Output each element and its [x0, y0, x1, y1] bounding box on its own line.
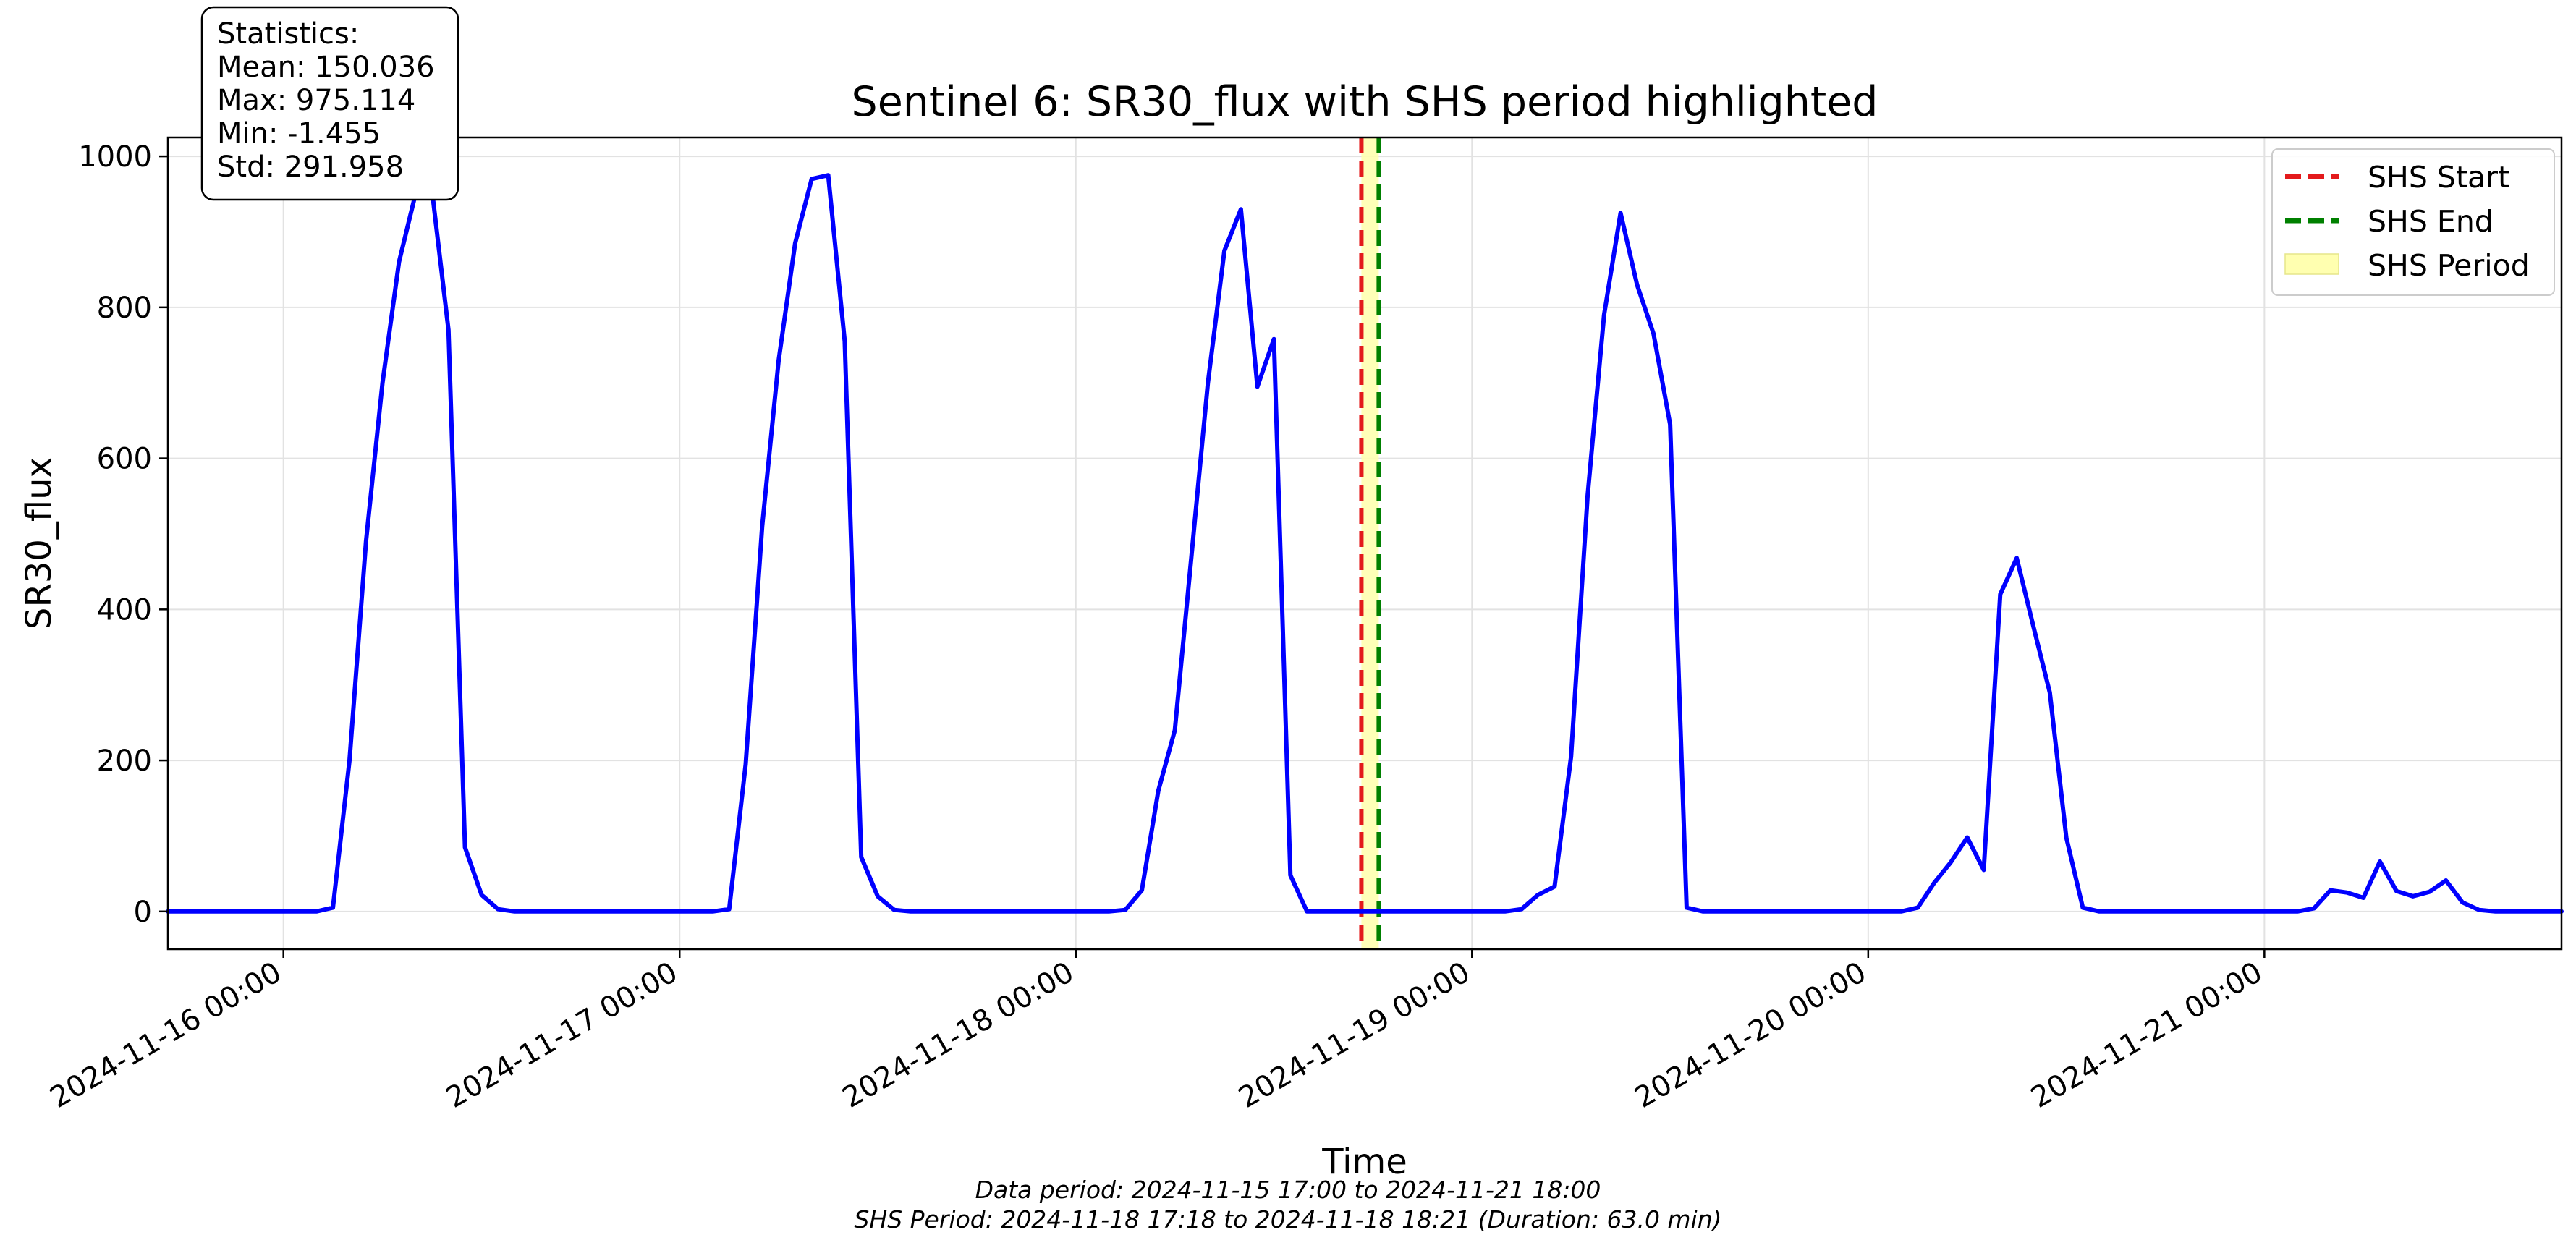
legend-label-shs-period: SHS Period: [2368, 248, 2530, 283]
y-tick-label: 400: [97, 593, 152, 627]
y-tick-label: 0: [134, 896, 152, 929]
y-tick-label: 1000: [78, 140, 152, 174]
y-tick-label: 800: [97, 292, 152, 325]
statistics-mean: Mean: 150.036: [217, 51, 435, 84]
legend-label-shs-end: SHS End: [2368, 204, 2494, 239]
statistics-min: Min: -1.455: [217, 117, 381, 150]
y-axis-ticks: 0 200 400 600 800 1000: [78, 140, 168, 929]
legend: SHS Start SHS End SHS Period: [2271, 148, 2555, 296]
statistics-heading: Statistics:: [217, 17, 359, 51]
footer-data-period: Data period: 2024-11-15 17:00 to 2024-11…: [975, 1176, 1601, 1204]
axes-frame: [166, 136, 2563, 951]
statistics-max: Max: 975.114: [217, 84, 415, 117]
legend-swatch-shs-period: [2284, 253, 2339, 275]
statistics-box-frame: [200, 6, 459, 201]
y-axis-label: SR30_flux: [19, 457, 59, 629]
y-tick-label: 600: [97, 443, 152, 476]
statistics-box: Statistics: Mean: 150.036 Max: 975.114 M…: [200, 6, 459, 201]
series-line-sr30-flux: [166, 173, 2564, 914]
legend-label-shs-start: SHS Start: [2368, 160, 2509, 195]
legend-frame: [2271, 148, 2555, 296]
y-tick-label: 200: [97, 744, 152, 778]
x-axis-label: Time: [1321, 1142, 1407, 1182]
shs-period-band: [1361, 137, 1379, 949]
footer-shs-period: SHS Period: 2024-11-18 17:18 to 2024-11-…: [854, 1205, 1721, 1234]
chart-title: Sentinel 6: SR30_flux with SHS period hi…: [852, 78, 1878, 126]
statistics-std: Std: 291.958: [217, 150, 404, 184]
shs-period-layer: [1359, 137, 1381, 949]
